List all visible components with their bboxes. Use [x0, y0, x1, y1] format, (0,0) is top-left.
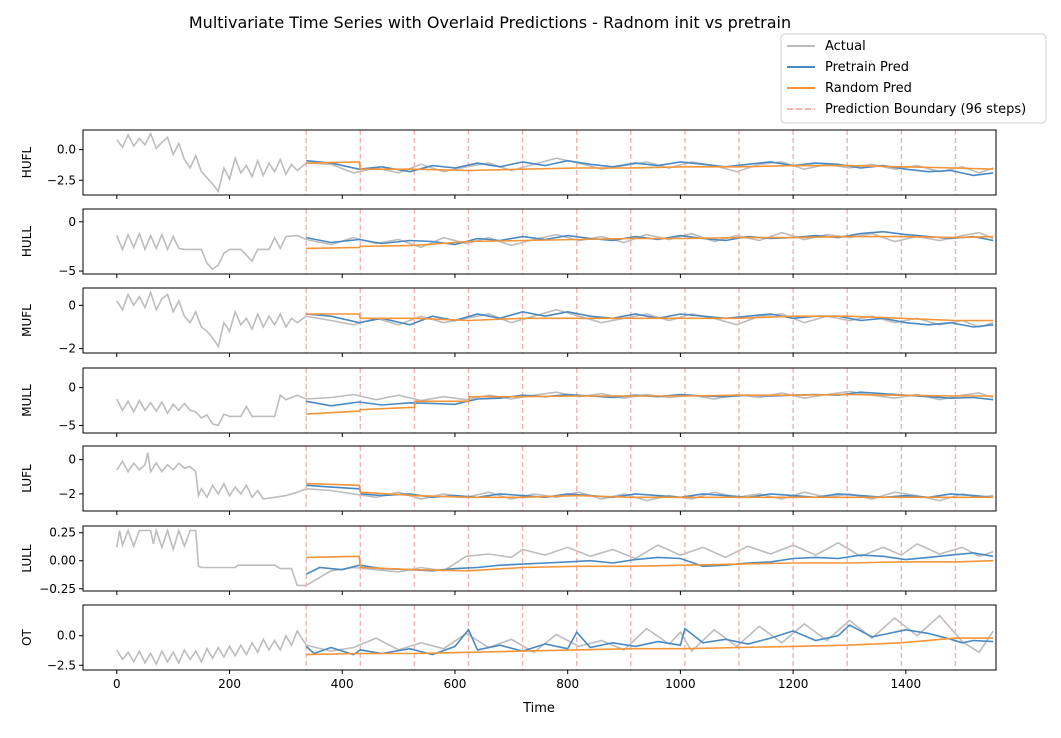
panel-lufl: −2 0 LUFL	[20, 445, 997, 515]
series-actual	[116, 527, 994, 587]
y-tick-label: −2	[58, 487, 76, 501]
panel-mufl: −2 0 MUFL	[20, 287, 997, 357]
series-pretrain-pred	[306, 159, 994, 177]
y-tick-label: 0	[68, 298, 76, 312]
x-tick-label: 1400	[891, 677, 922, 691]
chart-panels: −2.50.0HUFL−50HULL−20MUFL−50MULL−20LUFL−…	[20, 129, 997, 691]
panel-mull: −5 0 MULL	[20, 367, 997, 437]
y-axis-label: MULL	[20, 384, 34, 417]
y-axis-label: LUFL	[20, 464, 34, 493]
y-tick-label: 0	[68, 381, 76, 395]
panel-frame	[82, 129, 997, 196]
panel-lull: −0.25 0.00 0.25 LULL	[20, 525, 997, 596]
series-pretrain-pred	[305, 552, 994, 575]
series-pretrain-pred	[306, 230, 994, 246]
y-axis-label: HULL	[20, 226, 34, 257]
y-axis-label: OT	[20, 628, 34, 645]
y-tick-label: −5	[58, 418, 76, 432]
series-actual	[116, 452, 994, 502]
y-tick-label: −2.5	[47, 173, 76, 187]
panel-hufl: −2.5 0.0 HUFL	[20, 129, 997, 199]
legend-frame	[780, 33, 1047, 124]
y-tick-label: 0.25	[49, 526, 76, 540]
panel-frame	[82, 604, 997, 671]
plot-area	[116, 368, 994, 433]
series-random-pred	[306, 235, 994, 250]
series-actual	[116, 390, 994, 427]
series-random-pred	[306, 393, 994, 415]
y-axis-label: HUFL	[20, 146, 34, 178]
panel-frame	[82, 367, 997, 434]
x-axis-label: Time	[522, 701, 555, 716]
series-actual	[116, 614, 994, 666]
legend: Actual Pretrain Pred Random Pred Prediction…	[780, 33, 1047, 124]
x-tick-label: 1000	[665, 677, 696, 691]
series-pretrain-pred	[305, 624, 994, 656]
plot-area	[116, 526, 994, 591]
series-random-pred	[306, 161, 994, 172]
legend-label: Prediction Boundary (96 steps)	[825, 102, 1026, 117]
legend-label: Random Pred	[825, 81, 912, 96]
y-tick-label: −2.5	[47, 658, 76, 672]
plot-area	[116, 446, 994, 511]
y-axis-label: LULL	[20, 544, 34, 573]
series-random-pred	[306, 313, 994, 322]
plot-area	[116, 209, 994, 274]
y-tick-label: −2	[58, 342, 76, 356]
y-tick-label: −0.25	[39, 582, 76, 596]
plot-area	[116, 605, 994, 670]
y-tick-label: −5	[58, 264, 76, 278]
plot-area	[116, 288, 994, 353]
y-axis-label: MUFL	[20, 304, 34, 337]
y-tick-label: 0.0	[57, 143, 76, 157]
panel-frame	[82, 287, 997, 354]
panel-frame	[82, 208, 997, 275]
series-actual	[116, 231, 994, 271]
series-random-pred	[306, 482, 994, 499]
panel-ot: −2.5 0.0 OT 0 200 400 600 800 1000 1200 1400	[20, 604, 997, 691]
x-tick-label: 200	[218, 677, 241, 691]
panel-frame	[82, 525, 997, 592]
panel-frame	[82, 445, 997, 512]
series-random-pred	[306, 555, 994, 572]
x-tick-label: 400	[331, 677, 354, 691]
x-tick-label: 600	[444, 677, 467, 691]
series-actual	[116, 131, 994, 194]
legend-label: Pretrain Pred	[825, 60, 909, 75]
plot-area	[116, 130, 994, 195]
y-tick-label: 0.00	[49, 554, 76, 568]
panel-hull: −5 0 HULL	[20, 208, 997, 278]
x-tick-label: 0	[113, 677, 121, 691]
x-tick-label: 800	[556, 677, 579, 691]
figure-title: Multivariate Time Series with Overlaid P…	[189, 13, 791, 32]
x-tick-label: 1200	[778, 677, 809, 691]
legend-label: Actual	[825, 39, 866, 54]
series-actual	[116, 289, 994, 349]
y-tick-label: 0	[68, 453, 76, 467]
y-tick-label: 0.0	[57, 629, 76, 643]
y-tick-label: 0	[68, 215, 76, 229]
series-random-pred	[306, 637, 994, 656]
